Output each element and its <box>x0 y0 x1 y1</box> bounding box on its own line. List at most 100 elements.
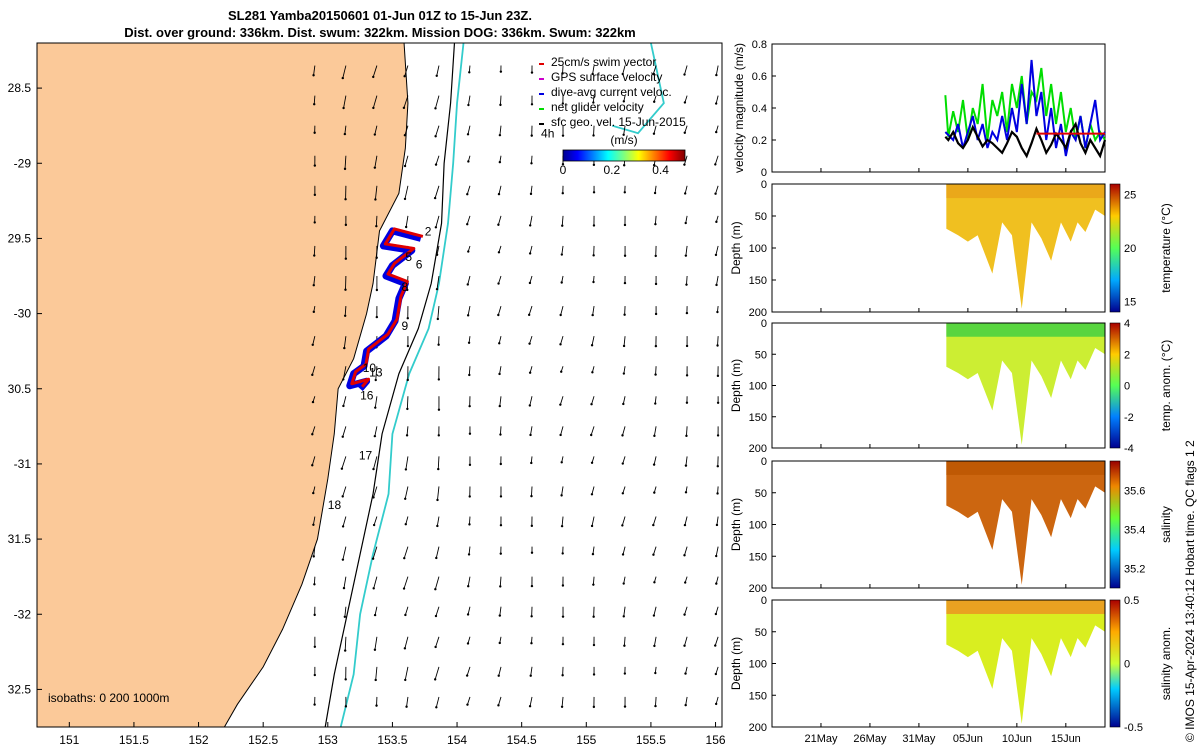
current-vector-head <box>497 704 500 707</box>
current-vector-head <box>592 705 596 709</box>
current-vector-head <box>498 160 502 164</box>
current-vector-head <box>530 103 534 106</box>
current-vector-head <box>561 102 565 105</box>
current-vector <box>313 275 316 286</box>
map-y-tick-label: 31.5 <box>8 532 32 546</box>
current-vector-head <box>374 198 377 201</box>
current-vector-head <box>435 253 439 256</box>
current-vector <box>374 426 378 437</box>
current-vector <box>560 305 564 316</box>
current-vector-head <box>343 314 347 317</box>
current-vector-head <box>560 524 564 528</box>
current-vector-head <box>714 253 718 257</box>
date-tick-label: 15Jun <box>1051 733 1081 745</box>
current-vector-head <box>528 281 532 285</box>
current-vector <box>559 396 564 405</box>
current-vector <box>404 185 409 200</box>
current-vector-head <box>529 674 532 677</box>
current-vector-head <box>313 645 317 649</box>
current-vector-head <box>623 705 627 708</box>
current-vector-head <box>654 344 658 348</box>
current-vector <box>591 516 595 527</box>
current-vector <box>435 606 440 617</box>
velocity-y-tick-label: 0 <box>761 167 767 179</box>
current-vector-head <box>528 704 532 708</box>
current-vector <box>375 366 378 381</box>
current-vector-head <box>561 552 564 555</box>
map-plot-area <box>37 43 720 727</box>
current-vector-head <box>437 467 440 471</box>
map-colorbar-tick: 0.2 <box>603 163 620 177</box>
current-vector-head <box>622 582 625 585</box>
current-vector-head <box>560 370 563 373</box>
track-label: 5 <box>405 250 412 264</box>
current-vector-head <box>715 283 718 287</box>
current-vector-head <box>402 587 406 590</box>
map-y-tick-label: -31 <box>14 457 32 471</box>
current-vector-head <box>714 102 718 105</box>
current-vector-head <box>312 310 316 314</box>
current-vector-head <box>623 223 627 227</box>
current-vector-head <box>313 102 316 106</box>
current-vector <box>529 396 533 406</box>
current-vector <box>529 245 533 254</box>
current-vector-head <box>622 344 626 348</box>
current-vector-head <box>341 76 344 80</box>
current-vector <box>498 696 502 706</box>
current-vector <box>623 606 626 617</box>
current-vector-head <box>406 288 409 292</box>
current-vector-head <box>466 703 469 706</box>
current-vector <box>466 215 471 225</box>
current-vector-head <box>497 674 500 677</box>
current-vector-head <box>435 287 439 291</box>
current-vector-head <box>561 642 565 646</box>
current-vector <box>404 636 409 649</box>
current-vector-head <box>714 672 718 676</box>
current-vector-head <box>312 284 315 287</box>
track-label: 10 <box>363 361 377 375</box>
current-vector-head <box>435 706 438 709</box>
temperature-colorbar-tick: 25 <box>1124 190 1136 202</box>
current-vector-head <box>499 433 502 436</box>
current-vector <box>715 65 719 76</box>
current-vector-head <box>468 373 471 377</box>
current-vector-head <box>434 226 438 229</box>
current-vector-head <box>404 497 407 501</box>
current-vector <box>716 516 719 526</box>
current-vector <box>437 456 440 470</box>
current-vector-head <box>468 495 471 498</box>
current-vector <box>530 185 533 194</box>
track-label: 16 <box>360 388 374 402</box>
current-vector-head <box>716 434 720 437</box>
current-vector-head <box>559 433 562 437</box>
current-vector-head <box>342 106 345 110</box>
current-vector-head <box>343 649 347 652</box>
current-vector <box>561 516 564 527</box>
current-vector-head <box>621 72 624 76</box>
current-vector-head <box>497 282 500 285</box>
map-colorbar <box>562 149 686 162</box>
current-vector <box>560 336 564 345</box>
current-vector-head <box>561 584 565 587</box>
current-vector-head <box>342 586 346 590</box>
current-vector <box>653 426 657 436</box>
current-vector-head <box>528 404 532 407</box>
current-vector-head <box>343 132 347 136</box>
current-vector-head <box>372 587 375 590</box>
current-vector-head <box>683 131 686 134</box>
current-vector-head <box>466 642 470 645</box>
current-vector <box>344 636 347 651</box>
current-vector-head <box>404 678 407 682</box>
current-vector <box>404 155 409 167</box>
current-vector-head <box>313 583 316 586</box>
current-vector <box>405 516 409 525</box>
legend-sfc-geo-label: sfc geo. vel. 15-Jun-2015 <box>551 115 686 129</box>
track-label: 2 <box>425 224 432 238</box>
current-vector-head <box>530 641 533 645</box>
current-vector-head <box>403 556 406 560</box>
current-vector <box>592 546 595 555</box>
current-vector-head <box>623 672 627 675</box>
map-colorbar-tick: 0 <box>560 163 567 177</box>
current-vector <box>715 185 719 194</box>
current-vector-head <box>467 585 470 588</box>
